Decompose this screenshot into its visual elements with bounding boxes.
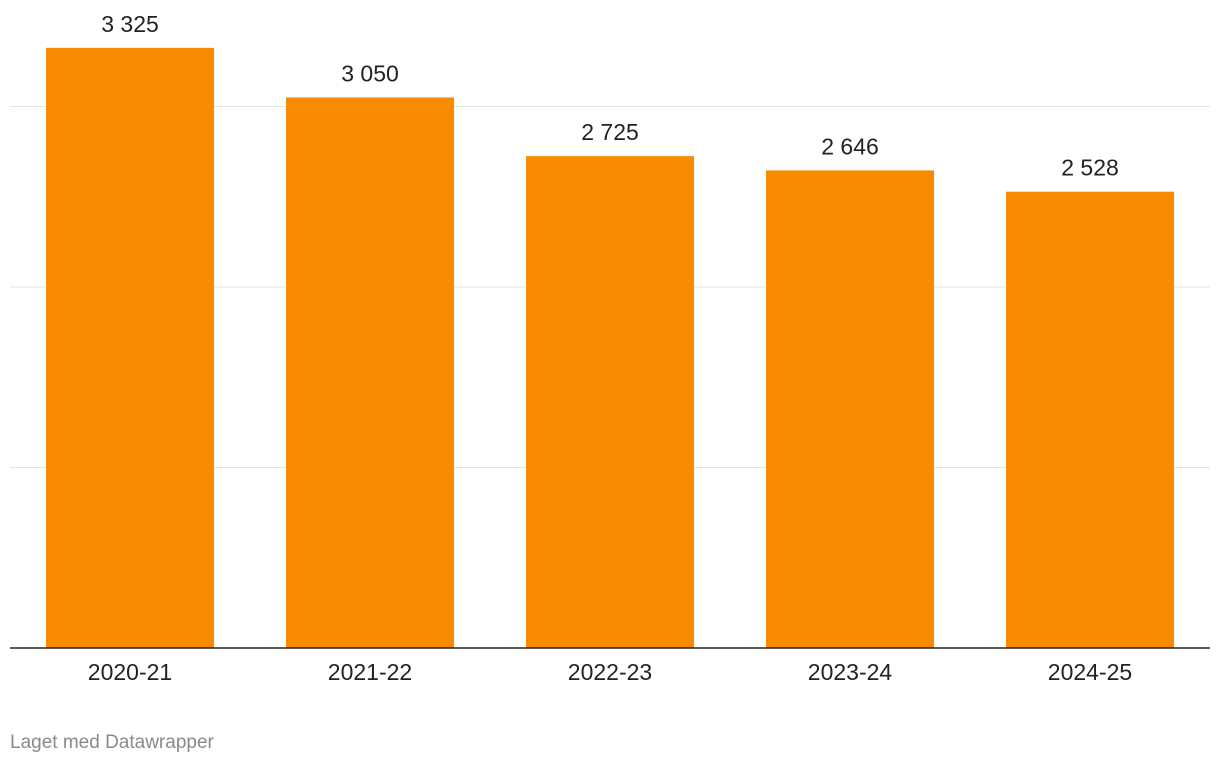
x-tick-label: 2023-24 (808, 659, 893, 685)
x-tick-label: 2020-21 (88, 659, 172, 685)
bar-value-label: 2 725 (581, 119, 639, 145)
bar-2024-25 (1006, 191, 1174, 649)
bar-2021-22 (286, 97, 454, 649)
bar-value-label: 3 050 (341, 60, 399, 86)
bar-2023-24 (766, 170, 934, 648)
x-tick-label: 2024-25 (1048, 659, 1132, 685)
bar-2022-23 (526, 156, 694, 648)
bar-chart: 3 325 2020-21 3 050 2021-22 2 725 2022-23 2 64… (10, 11, 1210, 685)
footer-credit[interactable]: Laget med Datawrapper (10, 732, 214, 753)
bar-value-label: 2 528 (1061, 155, 1119, 181)
bar-value-label: 3 325 (101, 11, 159, 37)
x-tick-label: 2021-22 (328, 659, 412, 685)
bar-2020-21 (46, 47, 214, 648)
x-tick-label: 2022-23 (568, 659, 652, 685)
bar-value-label: 2 646 (821, 133, 879, 159)
